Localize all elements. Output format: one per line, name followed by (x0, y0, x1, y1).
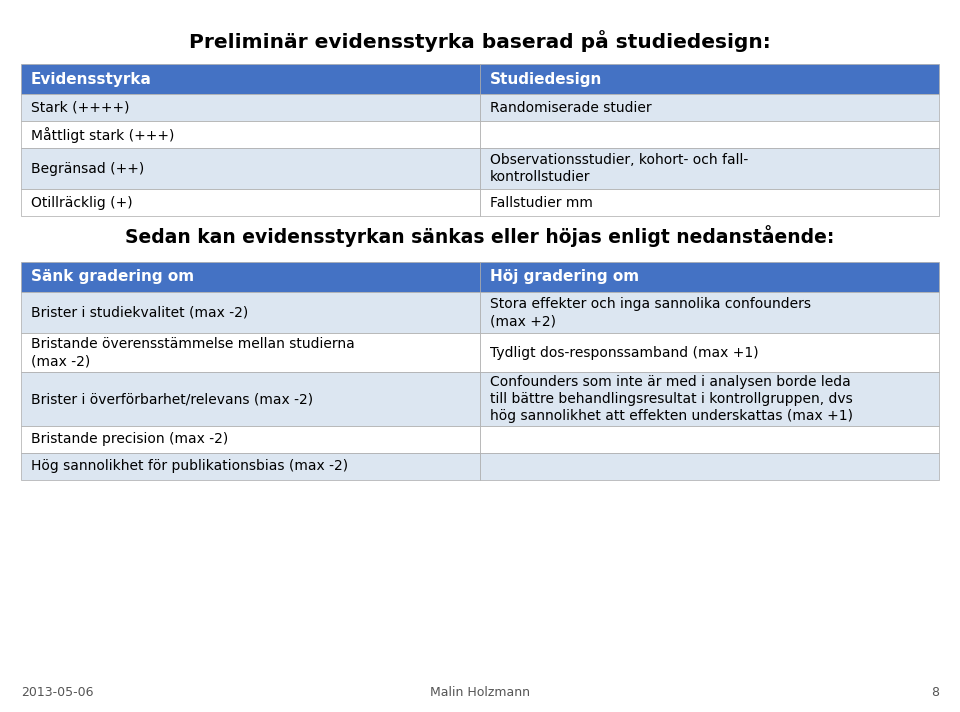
Text: Confounders som inte är med i analysen borde leda
till bättre behandlingsresulta: Confounders som inte är med i analysen b… (490, 375, 852, 424)
Text: Evidensstyrka: Evidensstyrka (31, 71, 152, 87)
Bar (21, 148, 480, 189)
Bar (480, 453, 939, 480)
Bar (480, 189, 939, 216)
Bar (480, 333, 939, 372)
Bar (21, 94, 480, 121)
Bar (21, 333, 480, 372)
Text: Preliminär evidensstyrka baserad på studiedesign:: Preliminär evidensstyrka baserad på stud… (189, 30, 771, 52)
Bar (21, 372, 480, 426)
Text: Otillräcklig (+): Otillräcklig (+) (31, 196, 132, 210)
Text: Brister i överförbarhet/relevans (max -2): Brister i överförbarhet/relevans (max -2… (31, 392, 313, 406)
Bar (480, 372, 939, 426)
Text: Måttligt stark (+++): Måttligt stark (+++) (31, 127, 174, 142)
Text: Malin Holzmann: Malin Holzmann (430, 686, 530, 699)
Bar (480, 94, 939, 121)
Bar (21, 64, 480, 94)
Text: Hög sannolikhet för publikationsbias (max -2): Hög sannolikhet för publikationsbias (ma… (31, 459, 348, 473)
Bar (21, 292, 480, 333)
Bar (480, 292, 939, 333)
Text: Brister i studiekvalitet (max -2): Brister i studiekvalitet (max -2) (31, 305, 248, 320)
Bar (21, 121, 480, 148)
Text: Observationsstudier, kohort- och fall-
kontrollstudier: Observationsstudier, kohort- och fall- k… (490, 153, 748, 184)
Text: Studiedesign: Studiedesign (490, 71, 602, 87)
Text: Stora effekter och inga sannolika confounders
(max +2): Stora effekter och inga sannolika confou… (490, 297, 810, 328)
Bar (480, 64, 939, 94)
Text: 2013-05-06: 2013-05-06 (21, 686, 94, 699)
Text: 8: 8 (931, 686, 939, 699)
Text: Bristande precision (max -2): Bristande precision (max -2) (31, 432, 228, 446)
Bar (21, 189, 480, 216)
Text: Randomiserade studier: Randomiserade studier (490, 100, 651, 115)
Bar (21, 262, 480, 292)
Text: Bristande överensstämmelse mellan studierna
(max -2): Bristande överensstämmelse mellan studie… (31, 337, 354, 368)
Text: Sänk gradering om: Sänk gradering om (31, 269, 194, 285)
Text: Tydligt dos-responssamband (max +1): Tydligt dos-responssamband (max +1) (490, 346, 758, 360)
Bar (480, 426, 939, 453)
Text: Stark (++++): Stark (++++) (31, 100, 130, 115)
Text: Sedan kan evidensstyrkan sänkas eller höjas enligt nedanstående:: Sedan kan evidensstyrkan sänkas eller hö… (126, 225, 834, 247)
Bar (21, 426, 480, 453)
Text: Begränsad (++): Begränsad (++) (31, 162, 144, 176)
Bar (480, 148, 939, 189)
Bar (480, 262, 939, 292)
Text: Fallstudier mm: Fallstudier mm (490, 196, 592, 210)
Text: Höj gradering om: Höj gradering om (490, 269, 638, 285)
Bar (480, 121, 939, 148)
Bar (21, 453, 480, 480)
